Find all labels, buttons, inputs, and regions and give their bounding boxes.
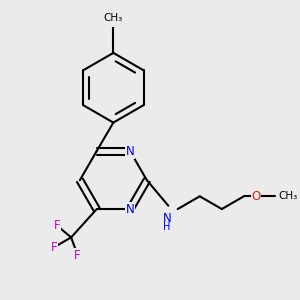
Text: F: F	[53, 219, 60, 232]
Text: N: N	[126, 145, 134, 158]
Text: CH₃: CH₃	[104, 14, 123, 23]
Text: O: O	[251, 190, 261, 203]
Text: CH₃: CH₃	[278, 191, 297, 201]
Text: N: N	[126, 203, 134, 216]
Text: N: N	[163, 212, 171, 225]
Text: F: F	[50, 241, 57, 254]
Text: H: H	[163, 222, 171, 232]
Text: F: F	[74, 248, 81, 262]
